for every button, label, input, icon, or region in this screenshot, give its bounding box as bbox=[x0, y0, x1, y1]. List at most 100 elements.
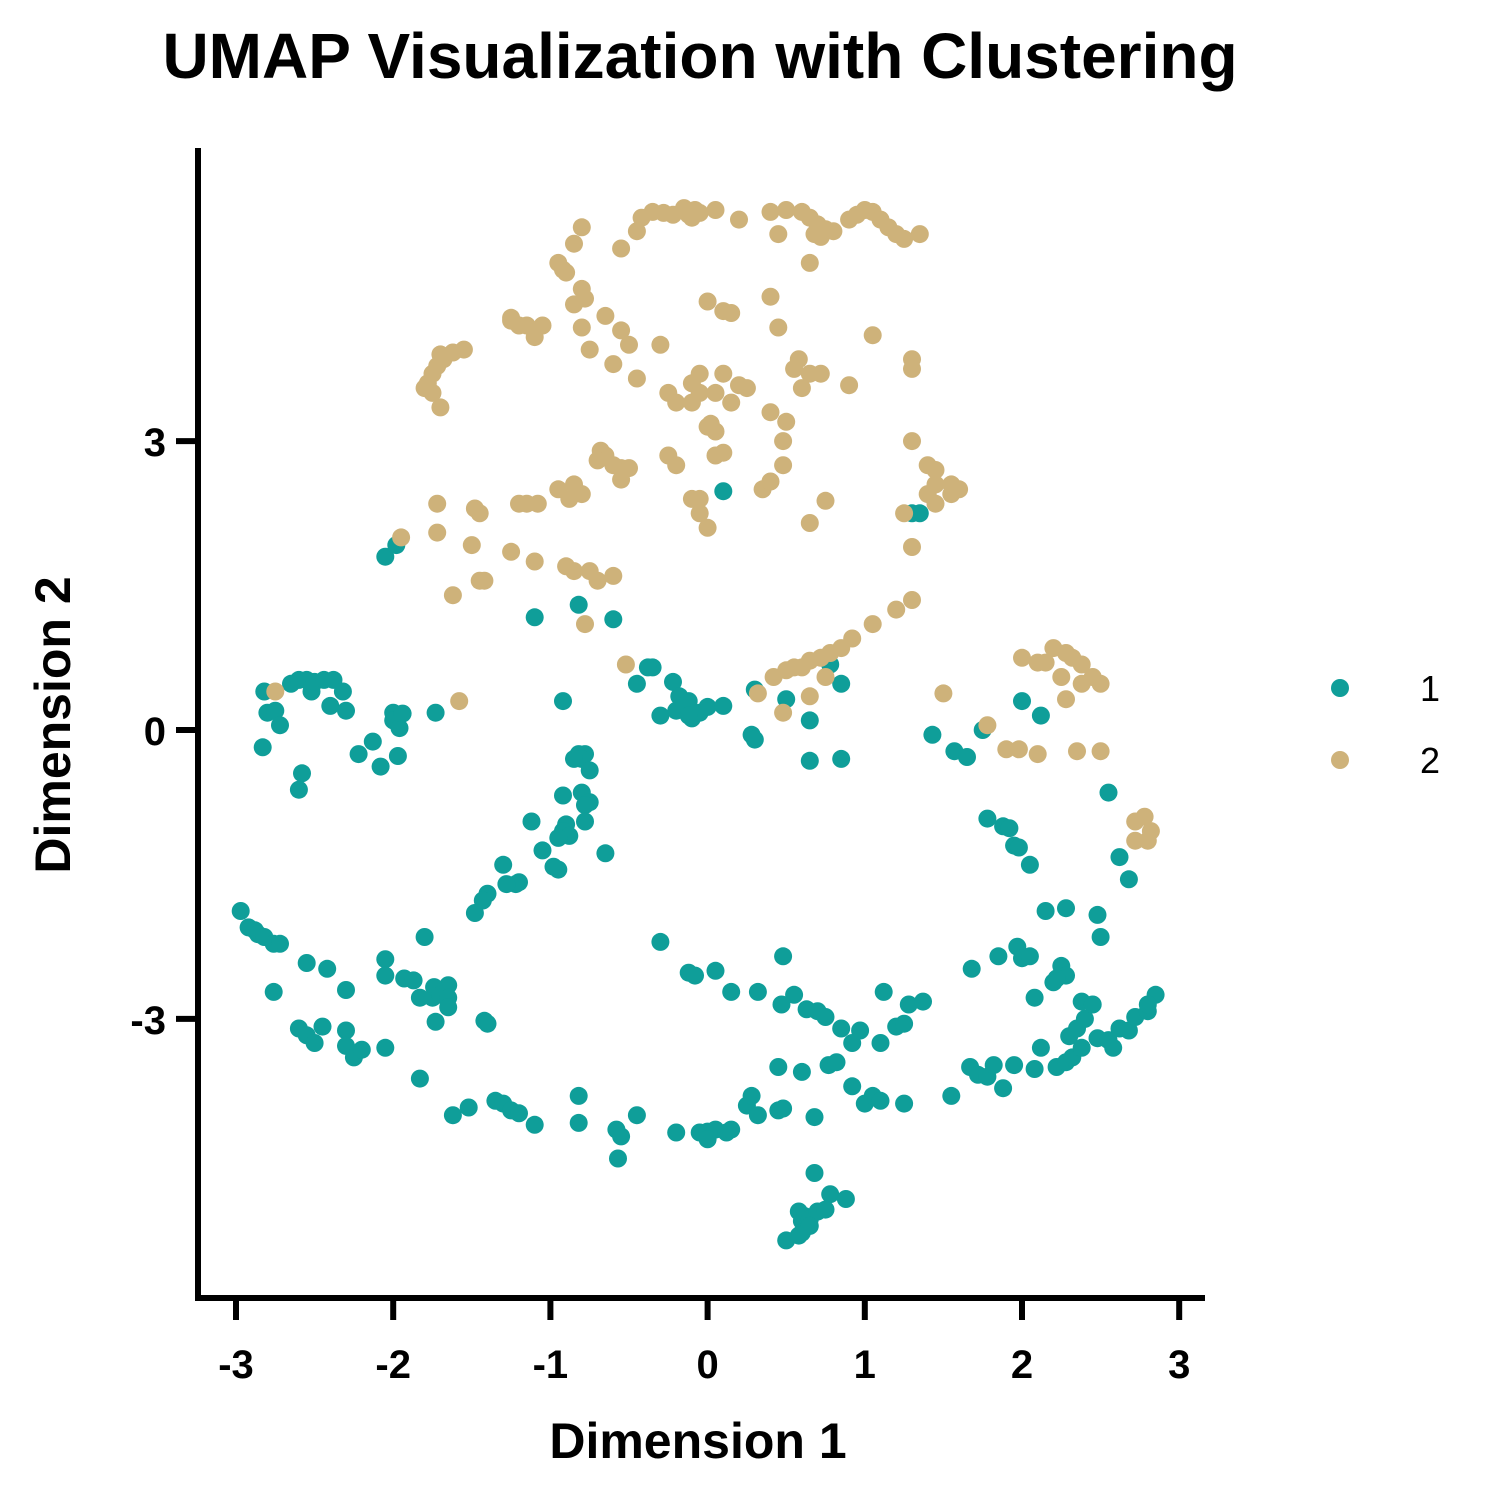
cluster-1-point bbox=[569, 595, 588, 614]
legend-label-2: 2 bbox=[1420, 740, 1440, 781]
cluster-1-point bbox=[769, 1058, 788, 1076]
cluster-1-point bbox=[576, 812, 594, 831]
cluster-2-point bbox=[800, 514, 819, 532]
y-tick-label: 0 bbox=[144, 710, 166, 754]
cluster-2-point bbox=[470, 504, 489, 523]
cluster-1-point bbox=[1031, 1038, 1050, 1057]
cluster-2-point bbox=[443, 586, 462, 605]
cluster-1-point bbox=[337, 701, 355, 720]
y-tick-label: -3 bbox=[130, 999, 166, 1043]
cluster-1-point bbox=[439, 998, 458, 1017]
cluster-1-point bbox=[1104, 1038, 1123, 1057]
cluster-2-point bbox=[533, 316, 552, 335]
cluster-1-point bbox=[698, 697, 717, 716]
cluster-1-point bbox=[231, 902, 250, 920]
cluster-2-point bbox=[761, 472, 780, 491]
legend-marker-2 bbox=[1331, 751, 1349, 769]
cluster-1-point bbox=[349, 745, 368, 764]
x-tick-label: -1 bbox=[533, 1343, 569, 1387]
legend-marker-1 bbox=[1331, 679, 1349, 697]
cluster-1-point bbox=[569, 1113, 588, 1132]
legend-label-1: 1 bbox=[1420, 668, 1440, 709]
cluster-2-point bbox=[722, 393, 741, 412]
cluster-1-point bbox=[596, 844, 615, 863]
cluster-2-point bbox=[722, 304, 741, 322]
x-tick-label: 2 bbox=[1011, 1343, 1033, 1387]
cluster-1-point bbox=[604, 610, 623, 629]
cluster-1-point bbox=[494, 855, 513, 874]
cluster-1-point bbox=[816, 1200, 835, 1219]
cluster-2-point bbox=[612, 470, 631, 489]
cluster-1-point bbox=[352, 1040, 371, 1059]
cluster-1-point bbox=[1099, 783, 1118, 802]
cluster-2-point bbox=[576, 615, 594, 634]
cluster-1-point bbox=[363, 732, 382, 751]
cluster-1-point bbox=[313, 1017, 332, 1036]
ticks-layer: -3 -2 -1 0 1 2 3 3 0 -3 bbox=[130, 421, 1190, 1387]
legend: 12 bbox=[1331, 668, 1440, 781]
cluster-2-point bbox=[565, 562, 583, 581]
cluster-2-point bbox=[1036, 653, 1055, 672]
cluster-2-point bbox=[572, 318, 591, 337]
cluster-1-point bbox=[1057, 899, 1075, 918]
cluster-2-point bbox=[792, 379, 811, 398]
cluster-2-point bbox=[596, 306, 615, 325]
cluster-2-point bbox=[714, 443, 733, 462]
x-tick-label: 0 bbox=[696, 1343, 718, 1387]
cluster-1-point bbox=[1138, 995, 1157, 1014]
cluster-1-point bbox=[651, 706, 670, 725]
cluster-1-point bbox=[821, 1185, 840, 1204]
cluster-2-point bbox=[777, 412, 796, 431]
cluster-2-point bbox=[887, 600, 906, 619]
cluster-1-point bbox=[722, 1120, 741, 1139]
cluster-1-point bbox=[748, 982, 767, 1001]
cluster-1-point bbox=[836, 1190, 855, 1208]
cluster-2-point bbox=[903, 350, 921, 369]
chart-title: UMAP Visualization with Clustering bbox=[162, 20, 1237, 92]
cluster-2-point bbox=[462, 536, 481, 555]
cluster-1-point bbox=[371, 757, 390, 776]
cluster-2-point bbox=[627, 222, 646, 241]
cluster-2-point bbox=[777, 201, 796, 219]
cluster-1-point bbox=[923, 725, 942, 744]
cluster-2-point bbox=[510, 494, 528, 513]
cluster-2-point bbox=[800, 253, 819, 272]
cluster-1-point bbox=[667, 1123, 686, 1142]
cluster-1-point bbox=[792, 1062, 811, 1081]
cluster-1-point bbox=[978, 809, 997, 828]
cluster-1-point bbox=[289, 780, 308, 799]
cluster-1-point bbox=[800, 751, 819, 770]
cluster-1-point bbox=[777, 690, 796, 709]
cluster-1-point bbox=[439, 976, 458, 995]
cluster-1-point bbox=[390, 719, 409, 738]
cluster-2-point bbox=[926, 494, 945, 513]
cluster-2-point bbox=[502, 542, 521, 561]
cluster-1-point bbox=[679, 706, 698, 725]
cluster-2-point bbox=[612, 321, 631, 340]
cluster-1-point bbox=[580, 761, 599, 780]
cluster-1-point bbox=[1075, 1009, 1094, 1028]
cluster-2-point bbox=[418, 374, 437, 393]
cluster-1-point bbox=[478, 1014, 497, 1033]
cluster-2-point bbox=[588, 451, 607, 470]
cluster-1-point bbox=[627, 674, 646, 693]
cluster-1-point bbox=[1000, 819, 1019, 838]
cluster-2-point bbox=[1135, 807, 1154, 826]
cluster-1-point bbox=[376, 547, 395, 566]
cluster-2-point bbox=[1028, 745, 1047, 764]
cluster-2-point bbox=[769, 225, 788, 244]
cluster-2-point bbox=[714, 364, 733, 383]
points-layer bbox=[231, 199, 1165, 1250]
cluster-1-point bbox=[497, 875, 516, 894]
cluster-1-point bbox=[426, 703, 445, 722]
cluster-1-point bbox=[1110, 848, 1129, 867]
cluster-2-point bbox=[800, 687, 819, 706]
cluster-2-point bbox=[428, 494, 447, 513]
cluster-1-point bbox=[426, 1012, 445, 1031]
cluster-1-point bbox=[271, 716, 289, 735]
axes-layer bbox=[195, 148, 1205, 1301]
cluster-2-point bbox=[895, 504, 914, 523]
cluster-1-point bbox=[1036, 902, 1055, 920]
cluster-1-point bbox=[638, 658, 657, 677]
cluster-1-point bbox=[994, 1079, 1013, 1098]
